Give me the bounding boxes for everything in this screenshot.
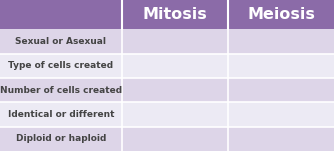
Text: Diploid or haploid: Diploid or haploid	[16, 134, 106, 143]
Text: Mitosis: Mitosis	[143, 7, 207, 22]
Text: Identical or different: Identical or different	[8, 110, 114, 119]
Bar	[0, 102, 334, 127]
Bar	[0, 127, 334, 151]
Bar	[121, 0, 123, 29]
Text: Sexual or Asexual: Sexual or Asexual	[15, 37, 107, 46]
Bar	[0, 0, 334, 29]
Text: Meiosis: Meiosis	[247, 7, 315, 22]
Bar	[0, 54, 334, 78]
Bar	[0, 29, 334, 54]
Text: Type of cells created: Type of cells created	[8, 61, 114, 70]
Bar	[0, 78, 334, 102]
Text: Number of cells created: Number of cells created	[0, 86, 122, 95]
